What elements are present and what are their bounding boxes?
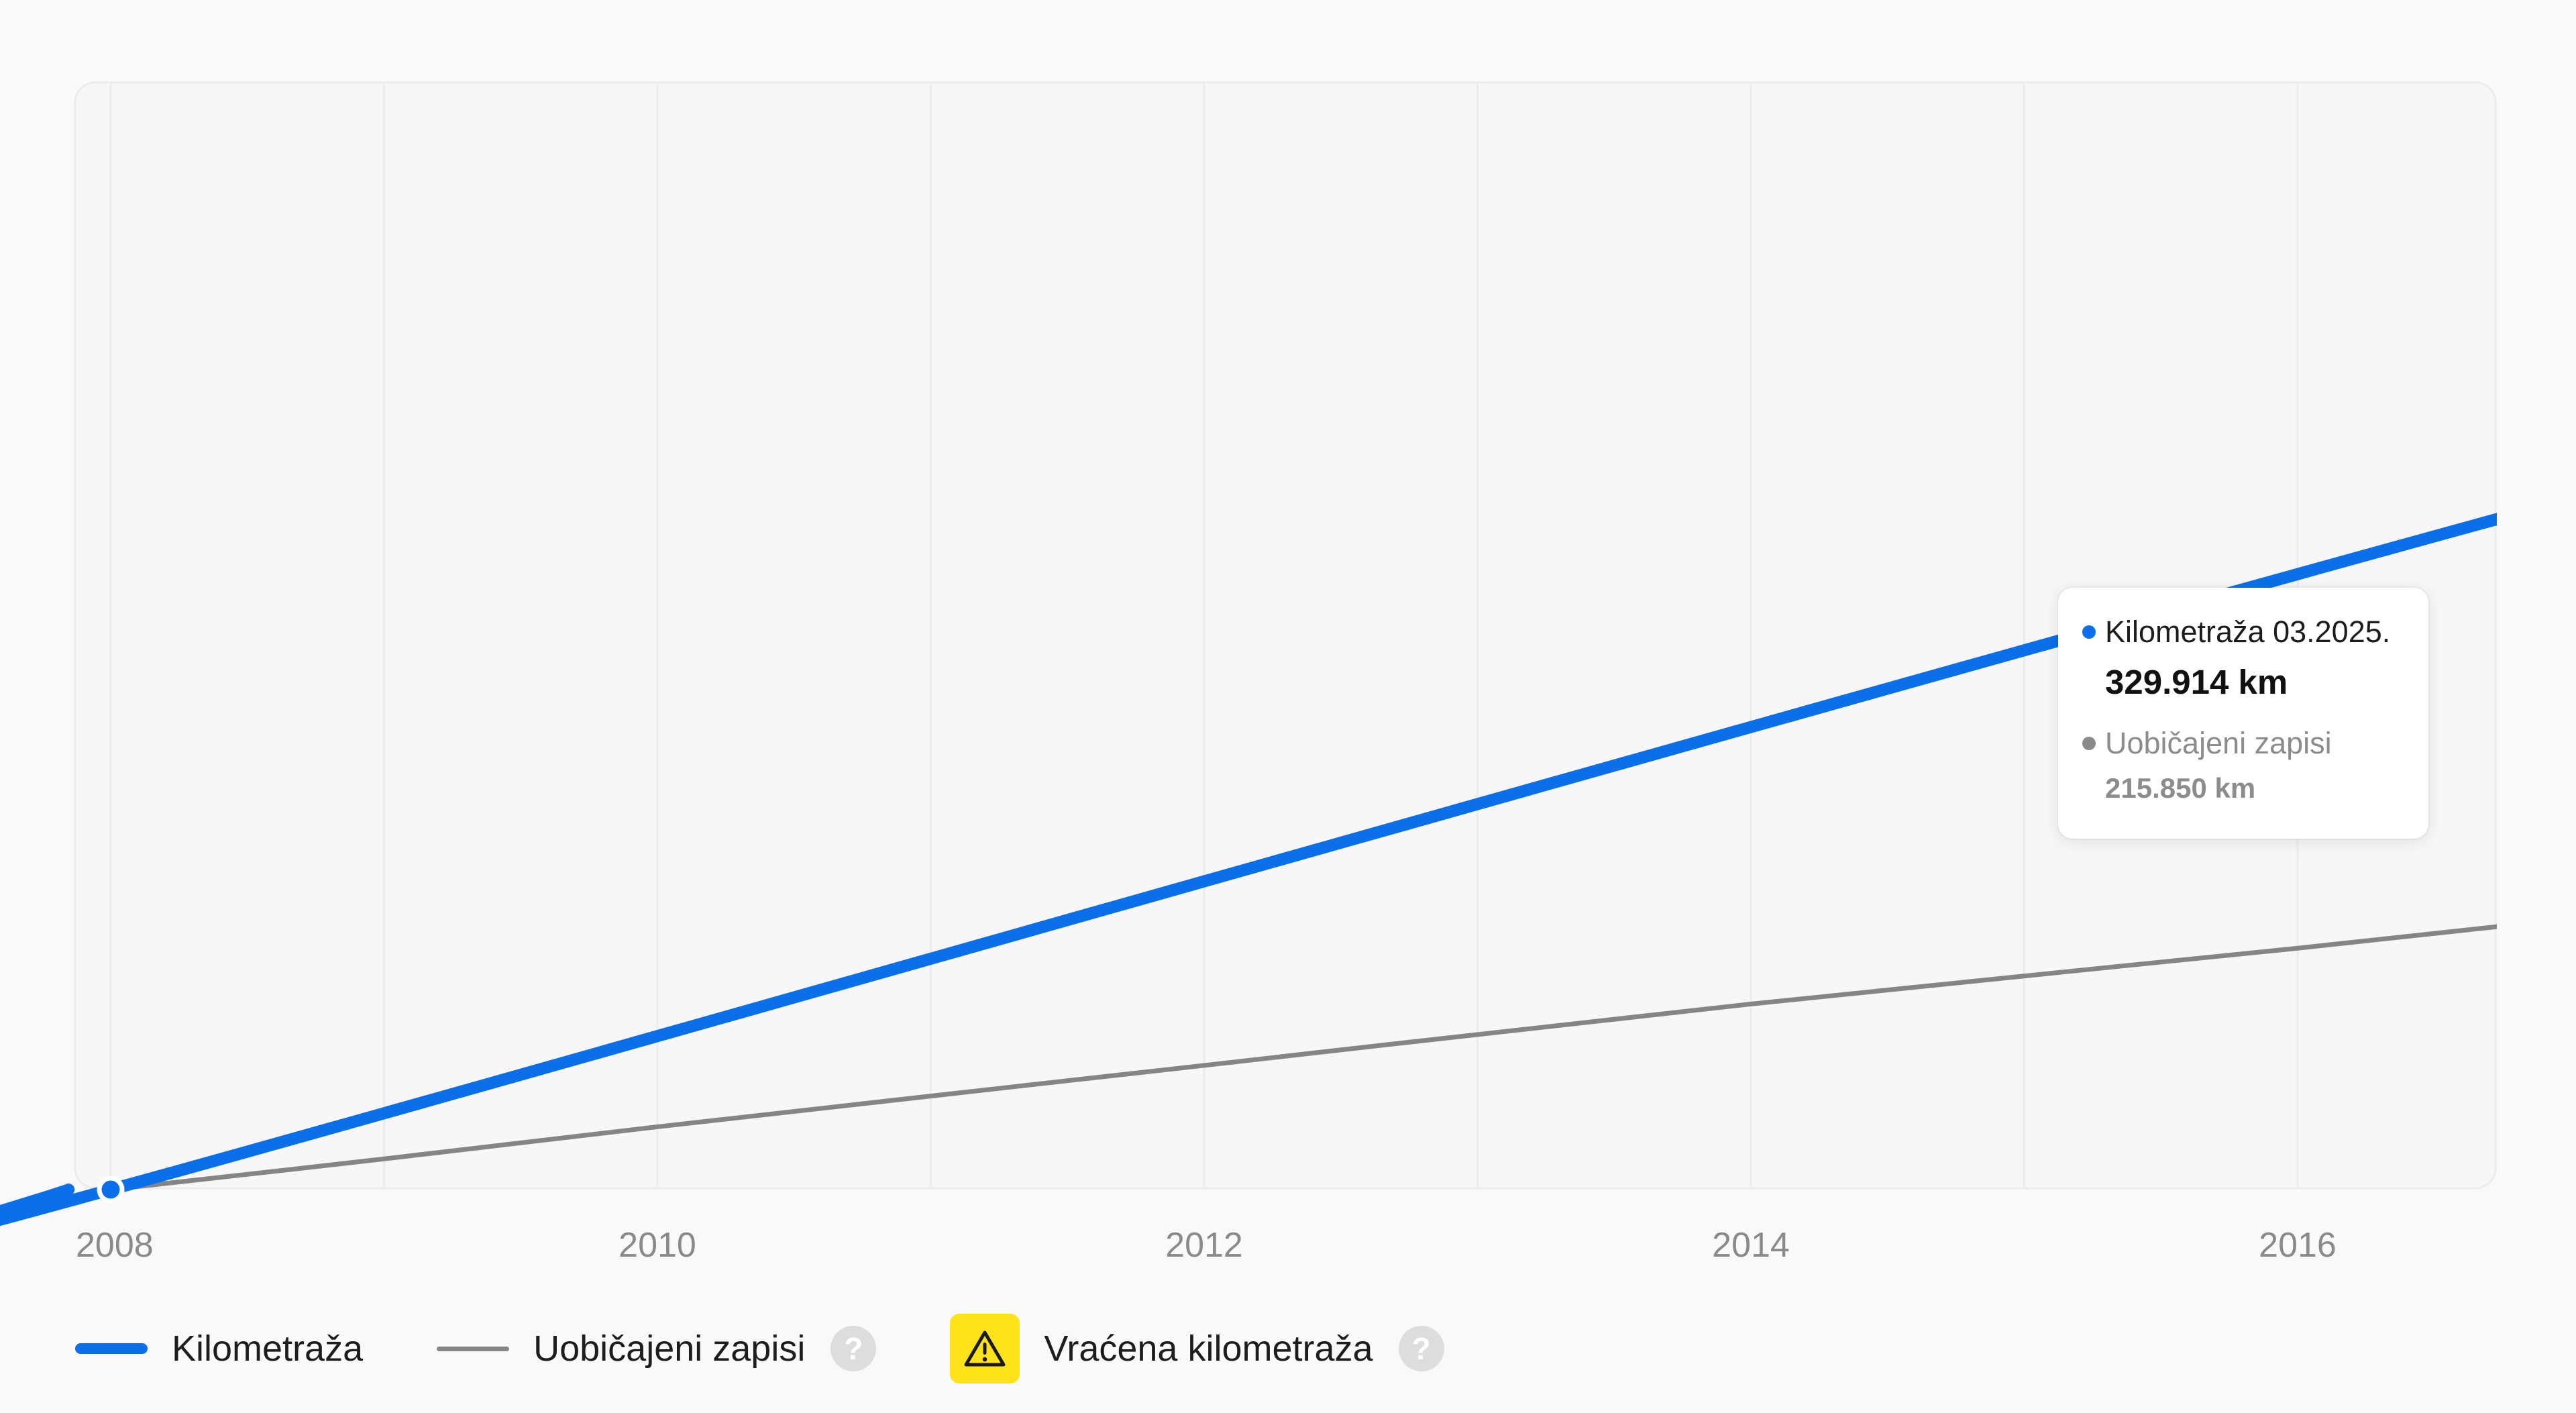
tooltip-secondary-value: 215.850 km <box>2105 772 2256 804</box>
legend-item-mileage[interactable]: Kilometraža <box>75 1328 363 1369</box>
x-axis-ticks: 200820102012201420162018202020222024 <box>76 1226 2337 1265</box>
legend-label-usual-records: Uobičajeni zapisi <box>533 1328 806 1369</box>
mileage-point[interactable] <box>97 1175 125 1204</box>
x-tick-label: 2010 <box>619 1226 696 1265</box>
question-icon[interactable]: ? <box>830 1326 877 1371</box>
legend-item-usual-records[interactable]: Uobičajeni zapisi ? <box>437 1326 877 1371</box>
x-tick-label: 2014 <box>1712 1226 1790 1265</box>
legend-label-mileage: Kilometraža <box>172 1328 364 1369</box>
legend-gray-line-icon <box>437 1346 510 1351</box>
tooltip-secondary-label: Uobičajeni zapisi <box>2105 726 2332 760</box>
chart-legend: Kilometraža Uobičajeni zapisi ? Vraćena … <box>75 1312 1518 1385</box>
x-tick-label: 2008 <box>76 1226 154 1265</box>
x-tick-label: 2016 <box>2259 1226 2337 1265</box>
series-markers[interactable] <box>97 168 2576 1204</box>
x-tick-label: 2012 <box>1165 1226 1243 1265</box>
tooltip-primary-value: 329.914 km <box>2105 663 2288 701</box>
legend-label-rolled-back: Vraćena kilometraža <box>1044 1328 1373 1369</box>
warning-icon <box>950 1314 1020 1383</box>
plot-area <box>74 81 2497 1190</box>
tooltip-primary-row: Kilometraža 03.2025. <box>2082 611 2428 653</box>
tooltip-blue-dot-icon <box>2082 625 2096 639</box>
question-icon[interactable]: ? <box>1398 1326 1444 1371</box>
usual-records-line <box>108 924 2497 1192</box>
hover-tooltip: Kilometraža 03.2025. 329.914 km Uobičaje… <box>2058 588 2428 839</box>
tooltip-primary-label: Kilometraža 03.2025. <box>2105 615 2391 649</box>
legend-item-rolled-back[interactable]: Vraćena kilometraža ? <box>950 1314 1444 1383</box>
legend-blue-line-icon <box>75 1343 148 1354</box>
tooltip-gray-dot-icon <box>2082 737 2096 750</box>
tooltip-secondary-row: Uobičajeni zapisi <box>2082 722 2428 765</box>
